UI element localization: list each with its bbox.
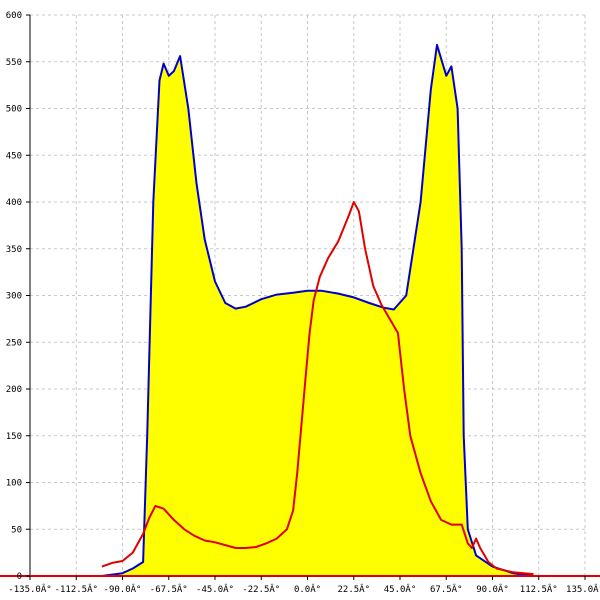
axes xyxy=(0,14,600,580)
y-tick-label-3: 150 xyxy=(6,432,22,442)
x-tick-label-0: -135.0Â° xyxy=(8,583,51,595)
x-tick-label-8: 45.0Â° xyxy=(384,583,417,595)
y-tick-label-7: 350 xyxy=(6,245,22,255)
x-tick-label-5: -22.5Â° xyxy=(242,583,280,595)
x-tick-label-12: 135.0Â° xyxy=(566,583,600,595)
x-tick-label-7: 22.5Â° xyxy=(337,583,370,595)
x-tick-label-9: 67.5Â° xyxy=(430,583,463,595)
series-0-line xyxy=(101,43,534,577)
x-tick-label-3: -67.5Â° xyxy=(150,583,188,595)
x-tick-label-2: -90.0Â° xyxy=(104,583,142,595)
y-tick-label-4: 200 xyxy=(6,385,22,395)
series-1-line xyxy=(101,201,534,576)
x-tick-label-1: -112.5Â° xyxy=(55,583,98,595)
y-tick-label-2: 100 xyxy=(6,479,22,489)
y-tick-label-5: 250 xyxy=(6,338,22,348)
y-tick-label-6: 300 xyxy=(6,292,22,302)
x-tick-label-11: 112.5Â° xyxy=(520,583,558,595)
x-tick-label-6: 0.0Â° xyxy=(294,583,321,595)
y-tick-label-9: 450 xyxy=(6,151,22,161)
x-tick-label-10: 90.0Â° xyxy=(476,583,509,595)
y-tick-label-8: 400 xyxy=(6,198,22,208)
series-0-area xyxy=(101,44,534,576)
tick-labels: 0 50 100 150 200 250 300 350 400 450 500 550 600 -135… xyxy=(6,11,600,595)
series-layer xyxy=(101,43,534,577)
x-tick-label-4: -45.0Â° xyxy=(196,583,234,595)
y-tick-label-0: 0 xyxy=(17,572,22,582)
y-tick-label-1: 50 xyxy=(11,525,22,535)
y-tick-label-11: 550 xyxy=(6,58,22,68)
y-tick-label-12: 600 xyxy=(6,11,22,21)
y-tick-label-10: 500 xyxy=(6,105,22,115)
